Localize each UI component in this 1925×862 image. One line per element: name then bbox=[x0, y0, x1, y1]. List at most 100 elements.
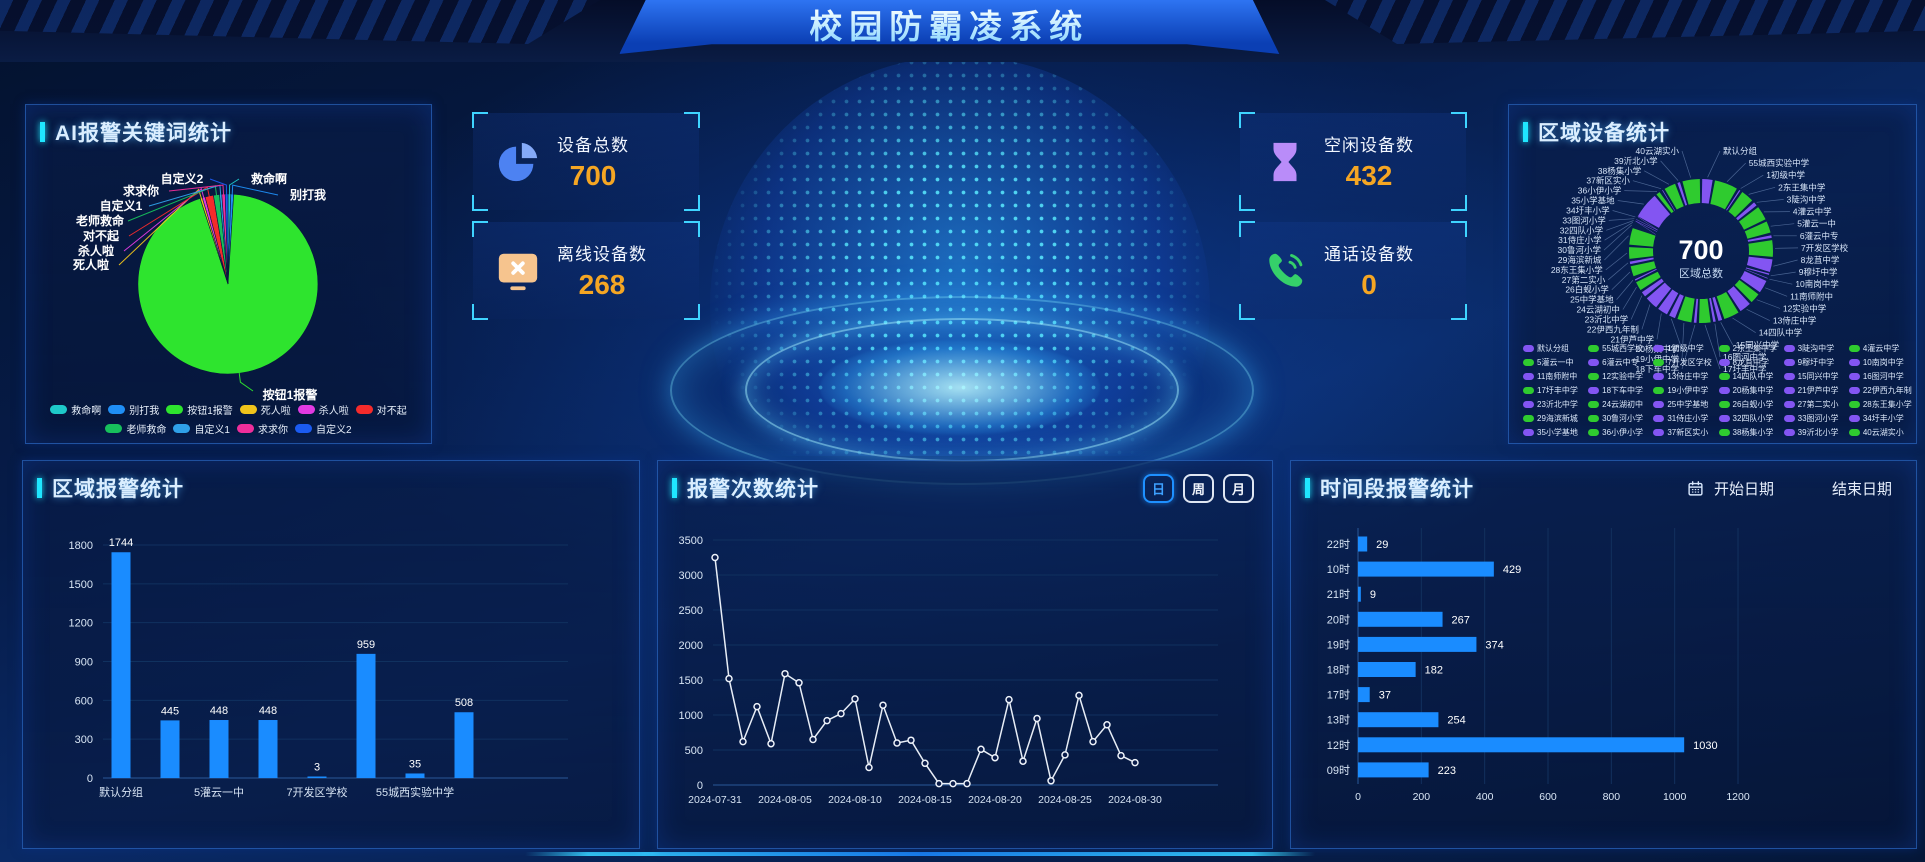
legend-item[interactable]: 9穆圩中学 bbox=[1783, 357, 1847, 368]
legend-item[interactable]: 7开发区学校 bbox=[1653, 357, 1716, 368]
bar[interactable] bbox=[1358, 687, 1370, 703]
donut-segment[interactable] bbox=[1727, 286, 1750, 312]
legend-item[interactable]: 31侍庄小学 bbox=[1653, 413, 1716, 424]
period-button-day[interactable]: 日 bbox=[1143, 473, 1174, 503]
bar[interactable] bbox=[1358, 762, 1429, 778]
data-point[interactable] bbox=[1117, 751, 1125, 760]
data-point[interactable] bbox=[1033, 714, 1041, 723]
bar[interactable] bbox=[160, 720, 180, 778]
data-point[interactable] bbox=[935, 779, 943, 788]
legend-item[interactable]: 17圩丰中学 bbox=[1523, 385, 1586, 396]
legend-item[interactable]: 11南师附中 bbox=[1523, 371, 1586, 382]
legend-item[interactable]: 40云湖实小 bbox=[1848, 427, 1912, 438]
data-point[interactable] bbox=[991, 753, 999, 762]
start-date-picker[interactable]: 开始日期 bbox=[1713, 480, 1774, 498]
legend-item[interactable]: 16图河中学 bbox=[1848, 371, 1912, 382]
data-point[interactable] bbox=[977, 745, 985, 754]
legend-item[interactable]: 别打我 bbox=[108, 402, 159, 417]
donut-segment[interactable] bbox=[1636, 271, 1661, 291]
data-point[interactable] bbox=[711, 553, 719, 562]
data-point[interactable] bbox=[879, 701, 887, 709]
data-point[interactable] bbox=[837, 709, 845, 718]
legend-item[interactable]: 28东王集小学 bbox=[1848, 399, 1912, 410]
legend-item[interactable]: 27第二实小 bbox=[1783, 399, 1847, 410]
donut-segment[interactable] bbox=[1709, 180, 1737, 210]
legend-item[interactable]: 自定义2 bbox=[295, 421, 352, 436]
donut-segment[interactable] bbox=[1669, 294, 1684, 319]
legend-item[interactable]: 19小伊中学 bbox=[1653, 385, 1716, 396]
bar[interactable] bbox=[1358, 636, 1477, 652]
legend-item[interactable]: 3陡沟中学 bbox=[1783, 343, 1847, 354]
legend-item[interactable]: 13侍庄中学 bbox=[1653, 371, 1716, 382]
data-point[interactable] bbox=[823, 716, 831, 725]
period-button-week[interactable]: 周 bbox=[1183, 473, 1214, 503]
legend-item[interactable]: 30鲁河小学 bbox=[1588, 413, 1651, 424]
legend-item[interactable]: 29海滨新城 bbox=[1523, 413, 1586, 424]
legend-item[interactable]: 8龙苴中学 bbox=[1718, 357, 1782, 368]
data-point[interactable] bbox=[907, 736, 915, 744]
legend-item[interactable]: 1初级中学 bbox=[1653, 343, 1716, 354]
data-point[interactable] bbox=[1075, 691, 1083, 700]
bar[interactable] bbox=[1358, 662, 1416, 677]
legend-item[interactable]: 救命啊 bbox=[50, 402, 101, 417]
data-point[interactable] bbox=[1019, 757, 1027, 765]
bar[interactable] bbox=[454, 712, 474, 778]
legend-item[interactable]: 35小学基地 bbox=[1523, 427, 1586, 438]
data-point[interactable] bbox=[725, 674, 733, 683]
donut-segment[interactable] bbox=[1712, 296, 1723, 321]
end-date-picker[interactable]: 结束日期 bbox=[1831, 480, 1892, 498]
legend-item[interactable]: 死人啦 bbox=[239, 402, 291, 417]
donut-segment[interactable] bbox=[1630, 261, 1657, 277]
donut-segment[interactable] bbox=[1740, 270, 1767, 293]
legend-item[interactable]: 34圩丰小学 bbox=[1848, 413, 1912, 424]
bar[interactable] bbox=[1358, 536, 1368, 552]
donut-segment[interactable] bbox=[1629, 228, 1656, 248]
data-point[interactable] bbox=[1131, 758, 1139, 767]
data-point[interactable] bbox=[893, 739, 901, 747]
legend-item[interactable]: 38杨集小学 bbox=[1718, 427, 1782, 438]
data-point[interactable] bbox=[921, 759, 929, 768]
legend-item[interactable]: 14四队中学 bbox=[1718, 371, 1782, 382]
legend-item[interactable]: 2东王集中学 bbox=[1718, 343, 1782, 354]
data-point[interactable] bbox=[739, 737, 747, 746]
data-point[interactable] bbox=[1061, 751, 1069, 759]
data-point[interactable] bbox=[753, 702, 761, 711]
donut-segment[interactable] bbox=[1738, 207, 1766, 230]
legend-item[interactable]: 37新区实小 bbox=[1653, 427, 1716, 438]
legend-item[interactable]: 老师救命 bbox=[105, 421, 166, 436]
legend-item[interactable]: 10南岗中学 bbox=[1848, 357, 1912, 368]
donut-segment[interactable] bbox=[1728, 192, 1753, 218]
donut-segment[interactable] bbox=[1682, 179, 1701, 205]
donut-segment[interactable] bbox=[1664, 183, 1684, 210]
bar[interactable] bbox=[1358, 561, 1494, 577]
legend-item[interactable]: 32四队小学 bbox=[1718, 413, 1782, 424]
legend-item[interactable]: 5灌云一中 bbox=[1523, 357, 1586, 368]
legend-item[interactable]: 按钮1报警 bbox=[166, 402, 233, 417]
donut-segment[interactable] bbox=[1634, 268, 1657, 281]
donut-segment[interactable] bbox=[1646, 282, 1672, 308]
data-point[interactable] bbox=[949, 779, 957, 788]
legend-item[interactable]: 杀人啦 bbox=[297, 402, 349, 417]
legend-item[interactable]: 22伊西九年制 bbox=[1848, 385, 1912, 396]
bar[interactable] bbox=[1358, 712, 1439, 728]
donut-segment[interactable] bbox=[1736, 202, 1757, 221]
legend-item[interactable]: 24云湖初中 bbox=[1588, 399, 1651, 410]
data-point[interactable] bbox=[1089, 737, 1097, 746]
bar[interactable] bbox=[258, 720, 278, 778]
donut-segment[interactable] bbox=[1734, 279, 1759, 303]
legend-item[interactable]: 26白蚬小学 bbox=[1718, 399, 1782, 410]
data-point[interactable] bbox=[1005, 695, 1013, 704]
data-point[interactable] bbox=[781, 669, 789, 678]
legend-item[interactable]: 对不起 bbox=[355, 402, 407, 417]
donut-segment[interactable] bbox=[1641, 278, 1664, 297]
data-point[interactable] bbox=[963, 779, 971, 788]
bar[interactable] bbox=[111, 552, 131, 778]
bar[interactable] bbox=[209, 720, 229, 778]
legend-item[interactable]: 自定义1 bbox=[173, 421, 230, 436]
legend-item[interactable]: 12实验中学 bbox=[1588, 371, 1651, 382]
data-point[interactable] bbox=[1103, 721, 1111, 729]
donut-segment[interactable] bbox=[1656, 192, 1674, 214]
legend-item[interactable]: 4灌云中学 bbox=[1848, 343, 1912, 354]
legend-item[interactable]: 18下车中学 bbox=[1588, 385, 1651, 396]
bar[interactable] bbox=[1358, 737, 1685, 753]
